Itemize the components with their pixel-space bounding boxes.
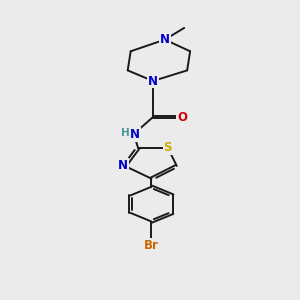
Text: N: N bbox=[130, 128, 140, 141]
Text: N: N bbox=[118, 159, 128, 172]
Text: N: N bbox=[148, 74, 158, 88]
Text: H: H bbox=[121, 128, 130, 138]
Text: Br: Br bbox=[144, 239, 159, 252]
Text: S: S bbox=[164, 141, 172, 154]
Text: N: N bbox=[160, 33, 170, 46]
Text: O: O bbox=[177, 111, 187, 124]
